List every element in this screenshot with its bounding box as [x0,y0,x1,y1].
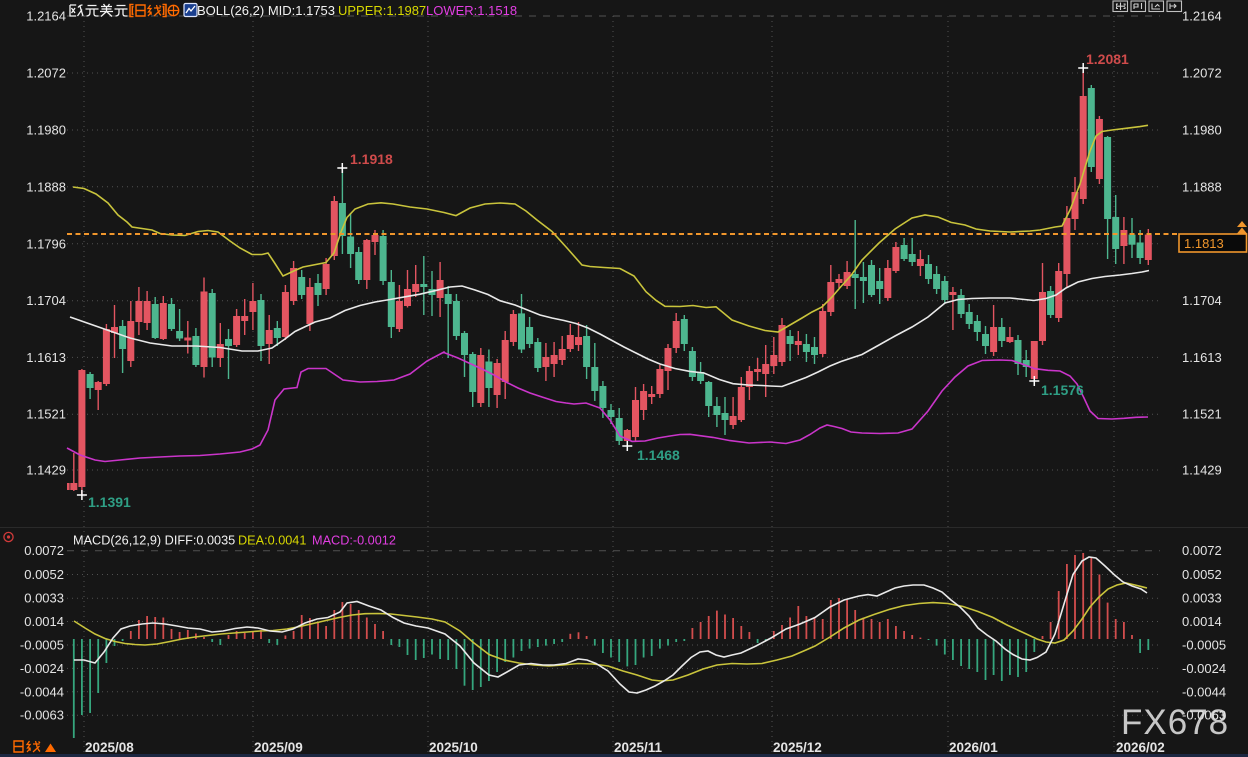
svg-text:-0.0024: -0.0024 [1182,661,1226,676]
svg-text:1.1980: 1.1980 [1182,123,1222,138]
svg-text:0.0072: 0.0072 [24,543,64,558]
svg-text:1.1391: 1.1391 [88,494,131,510]
svg-text:1.1888: 1.1888 [26,179,66,194]
svg-text:-0.0005: -0.0005 [20,638,64,653]
svg-text:2026/01: 2026/01 [949,740,998,755]
svg-text:FX678: FX678 [1121,703,1229,742]
svg-text:MACD(26,12,9) DIFF:0.0035: MACD(26,12,9) DIFF:0.0035 [73,534,235,548]
svg-text:0.0014: 0.0014 [1182,614,1222,629]
svg-text:LOWER:1.1518: LOWER:1.1518 [426,3,517,18]
svg-text:0.0052: 0.0052 [1182,567,1222,582]
svg-text:1.2164: 1.2164 [1182,9,1222,24]
svg-text:-0.0044: -0.0044 [1182,684,1226,699]
svg-text:1.1918: 1.1918 [350,151,393,167]
svg-text:MACD:-0.0012: MACD:-0.0012 [312,534,396,548]
svg-text:1.1813: 1.1813 [1184,236,1224,251]
svg-text:1.1468: 1.1468 [637,447,680,463]
svg-text:DEA:0.0041: DEA:0.0041 [238,534,306,548]
svg-text:1.1429: 1.1429 [26,463,66,478]
svg-text:UPPER:1.1987: UPPER:1.1987 [338,3,426,18]
svg-text:0.0014: 0.0014 [24,614,64,629]
svg-text:1.1613: 1.1613 [26,350,66,365]
svg-text:2025/08: 2025/08 [85,740,134,755]
svg-text:1.1613: 1.1613 [1182,350,1222,365]
svg-text:-0.0063: -0.0063 [20,708,64,723]
svg-text:1.1576: 1.1576 [1041,382,1084,398]
svg-text:1.2164: 1.2164 [26,9,66,24]
svg-text:-0.0044: -0.0044 [20,684,64,699]
svg-text:-0.0005: -0.0005 [1182,638,1226,653]
svg-text:1.1796: 1.1796 [26,236,66,251]
svg-text:1.1980: 1.1980 [26,123,66,138]
svg-text:0.0072: 0.0072 [1182,543,1222,558]
svg-text:2025/10: 2025/10 [429,740,478,755]
svg-text:1.1429: 1.1429 [1182,463,1222,478]
svg-text:-0.0063: -0.0063 [1182,708,1226,723]
svg-text:1.1521: 1.1521 [1182,407,1222,422]
svg-text:2025/09: 2025/09 [254,740,303,755]
svg-text:1.1521: 1.1521 [26,407,66,422]
svg-text:0.0033: 0.0033 [24,591,64,606]
svg-text:1.2072: 1.2072 [1182,66,1222,81]
svg-text:1.2072: 1.2072 [26,66,66,81]
svg-text:-0.0024: -0.0024 [20,661,64,676]
svg-text:1.2081: 1.2081 [1086,51,1129,67]
svg-text:2026/02: 2026/02 [1116,740,1165,755]
svg-text:1.1704: 1.1704 [1182,293,1222,308]
svg-text:2025/11: 2025/11 [614,740,663,755]
svg-text:1.1888: 1.1888 [1182,179,1222,194]
svg-text:BOLL(26,2) MID:1.1753: BOLL(26,2) MID:1.1753 [197,3,335,18]
svg-text:1.1704: 1.1704 [26,293,66,308]
svg-text:2025/12: 2025/12 [773,740,822,755]
svg-text:0.0052: 0.0052 [24,567,64,582]
svg-text:0.0033: 0.0033 [1182,591,1222,606]
